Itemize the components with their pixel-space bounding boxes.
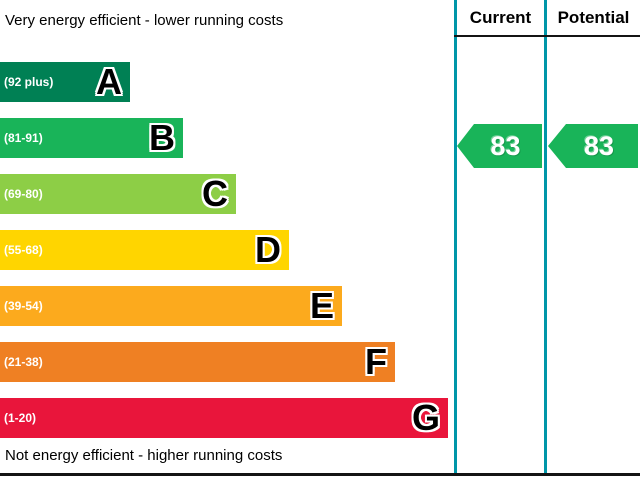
current-column-header: Current — [469, 8, 532, 27]
band-f-bar: (21-38) F — [0, 342, 395, 382]
band-e-range: (39-54) — [4, 299, 43, 313]
band-b-bar: (81-91) B — [0, 118, 183, 158]
band-d-range: (55-68) — [4, 243, 43, 257]
band-b-row: (81-91) B — [0, 118, 183, 158]
band-c-letter: C — [202, 173, 228, 214]
bottom-border-line — [0, 473, 640, 476]
band-g-bar: (1-20) G — [0, 398, 448, 438]
band-b-letter: B — [149, 117, 175, 158]
band-a-bar: (92 plus) A — [0, 62, 130, 102]
band-g-letter: G — [411, 397, 440, 438]
bottom-caption: Not energy efficient - higher running co… — [5, 447, 283, 464]
band-f-letter: F — [365, 341, 387, 382]
band-c-range: (69-80) — [4, 187, 43, 201]
band-b-range: (81-91) — [4, 131, 43, 145]
band-f-row: (21-38) F — [0, 342, 395, 382]
column-header-underline — [454, 35, 640, 37]
band-e-letter: E — [309, 285, 334, 326]
band-e-bar: (39-54) E — [0, 286, 342, 326]
potential-rating-value: 83 — [583, 130, 615, 161]
band-g-range: (1-20) — [4, 411, 37, 425]
band-d-bar: (55-68) D — [0, 230, 289, 270]
potential-column-divider — [544, 0, 547, 475]
band-d-row: (55-68) D — [0, 230, 289, 270]
band-a-letter: A — [96, 61, 122, 102]
current-column-divider — [454, 0, 457, 475]
band-f-range: (21-38) — [4, 355, 43, 369]
band-c-row: (69-80) C — [0, 174, 236, 214]
band-c-bar: (69-80) C — [0, 174, 236, 214]
top-caption: Very energy efficient - lower running co… — [5, 12, 284, 29]
band-a-range: (92 plus) — [4, 75, 54, 89]
band-d-letter: D — [255, 229, 281, 270]
current-rating-arrow: 83 — [457, 124, 542, 168]
band-e-row: (39-54) E — [0, 286, 342, 326]
potential-column-header: Potential — [557, 8, 630, 27]
potential-rating-arrow: 83 — [548, 124, 638, 168]
band-g-row: (1-20) G — [0, 398, 448, 438]
band-a-row: (92 plus) A — [0, 62, 130, 102]
current-rating-value: 83 — [490, 130, 521, 161]
